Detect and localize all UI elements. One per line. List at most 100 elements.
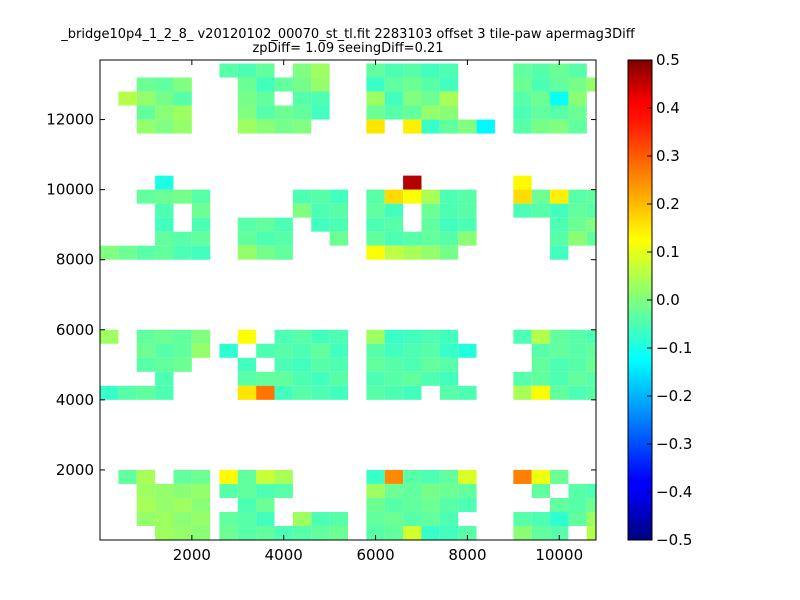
heatmap-cell — [586, 525, 596, 540]
colorbar-tick-label: 0.4 — [656, 99, 680, 117]
heatmap-cell — [384, 203, 404, 218]
heatmap-cell — [136, 119, 156, 134]
heatmap-cell — [136, 483, 156, 498]
heatmap-cell — [586, 343, 596, 358]
heatmap-cell — [118, 385, 137, 400]
heatmap-cell — [421, 329, 440, 344]
heatmap-cell — [311, 525, 330, 540]
heatmap-cell — [531, 91, 551, 106]
heatmap-cell — [311, 357, 330, 372]
heatmap-cell — [586, 357, 596, 372]
colorbar-tick-label: −0.5 — [656, 531, 692, 549]
heatmap-cell — [513, 511, 532, 526]
heatmap-cell — [366, 105, 385, 120]
heatmap-cell — [531, 77, 551, 92]
heatmap-cell — [136, 385, 156, 400]
y-tick-label: 8000 — [56, 251, 94, 269]
colorbar-tick-label: 0.1 — [656, 243, 680, 261]
heatmap-cell — [136, 189, 156, 204]
heatmap-cell — [274, 483, 293, 498]
heatmap-cell — [237, 217, 257, 232]
heatmap-cell — [513, 105, 532, 120]
heatmap-cell — [384, 77, 404, 92]
heatmap-cell — [568, 203, 587, 218]
heatmap-cell — [311, 329, 330, 344]
heatmap-cell — [568, 189, 587, 204]
heatmap-cell — [155, 231, 174, 246]
heatmap-cell — [173, 469, 192, 484]
heatmap-cell — [513, 91, 532, 106]
heatmap-cell — [439, 189, 459, 204]
heatmap-cell — [439, 483, 459, 498]
heatmap-cell — [550, 469, 569, 484]
heatmap-cell — [274, 343, 293, 358]
heatmap-cell — [421, 119, 440, 134]
heatmap-cell — [191, 483, 211, 498]
heatmap-cell — [403, 385, 422, 400]
heatmap-cell — [274, 245, 293, 260]
heatmap-cell — [366, 497, 385, 512]
heatmap-cell — [173, 329, 192, 344]
heatmap-cell — [274, 469, 293, 484]
heatmap-cell — [458, 231, 477, 246]
heatmap-cell — [568, 217, 587, 232]
heatmap-cell — [439, 119, 459, 134]
heatmap-cell — [155, 175, 174, 190]
heatmap-cell — [550, 77, 569, 92]
heatmap-cell — [550, 385, 569, 400]
x-tick-label: 2000 — [173, 546, 211, 564]
heatmap-cell — [384, 371, 404, 386]
heatmap-cell — [403, 357, 422, 372]
heatmap-cell — [366, 357, 385, 372]
heatmap-cell — [421, 105, 440, 120]
heatmap-cell — [366, 189, 385, 204]
plot-frame — [99, 59, 597, 541]
heatmap-cell — [550, 497, 569, 512]
heatmap-cell — [550, 203, 569, 218]
heatmap-cell — [256, 525, 275, 540]
heatmap-cell — [311, 203, 330, 218]
heatmap-cell — [173, 77, 192, 92]
heatmap-cell — [311, 385, 330, 400]
heatmap-cell — [173, 357, 192, 372]
heatmap-cell — [256, 371, 275, 386]
heatmap-cell — [274, 231, 293, 246]
heatmap-cell — [173, 91, 192, 106]
heatmap-cell — [568, 329, 587, 344]
heatmap-cell — [458, 343, 477, 358]
heatmap-cell — [439, 91, 459, 106]
heatmap-cell — [439, 511, 459, 526]
heatmap-cell — [476, 119, 495, 134]
heatmap-cell — [329, 217, 348, 232]
heatmap-cell — [329, 511, 348, 526]
heatmap-cell — [384, 469, 404, 484]
heatmap-cell — [403, 371, 422, 386]
heatmap-cell — [237, 119, 257, 134]
heatmap-cell — [292, 63, 312, 78]
heatmap-cell — [274, 77, 293, 92]
heatmap-cell — [173, 189, 192, 204]
heatmap-cell — [403, 105, 422, 120]
heatmap-cell — [292, 371, 312, 386]
heatmap-cell — [366, 63, 385, 78]
heatmap-cell — [439, 105, 459, 120]
heatmap-cell — [403, 175, 422, 190]
heatmap-cell — [292, 189, 312, 204]
heatmap-cells — [100, 63, 596, 540]
heatmap-cell — [403, 119, 422, 134]
heatmap-cell — [292, 511, 312, 526]
heatmap-cell — [439, 63, 459, 78]
heatmap-cell — [366, 231, 385, 246]
x-tick-label: 4000 — [265, 546, 303, 564]
heatmap-cell — [191, 245, 211, 260]
heatmap-cell — [421, 77, 440, 92]
heatmap-cell — [191, 189, 211, 204]
heatmap-cell — [237, 329, 257, 344]
heatmap-cell — [384, 497, 404, 512]
heatmap-cell — [439, 245, 459, 260]
heatmap-cell — [155, 119, 174, 134]
heatmap-cell — [191, 203, 211, 218]
heatmap-cell — [173, 497, 192, 512]
heatmap-cell — [384, 525, 404, 540]
heatmap-cell — [568, 357, 587, 372]
